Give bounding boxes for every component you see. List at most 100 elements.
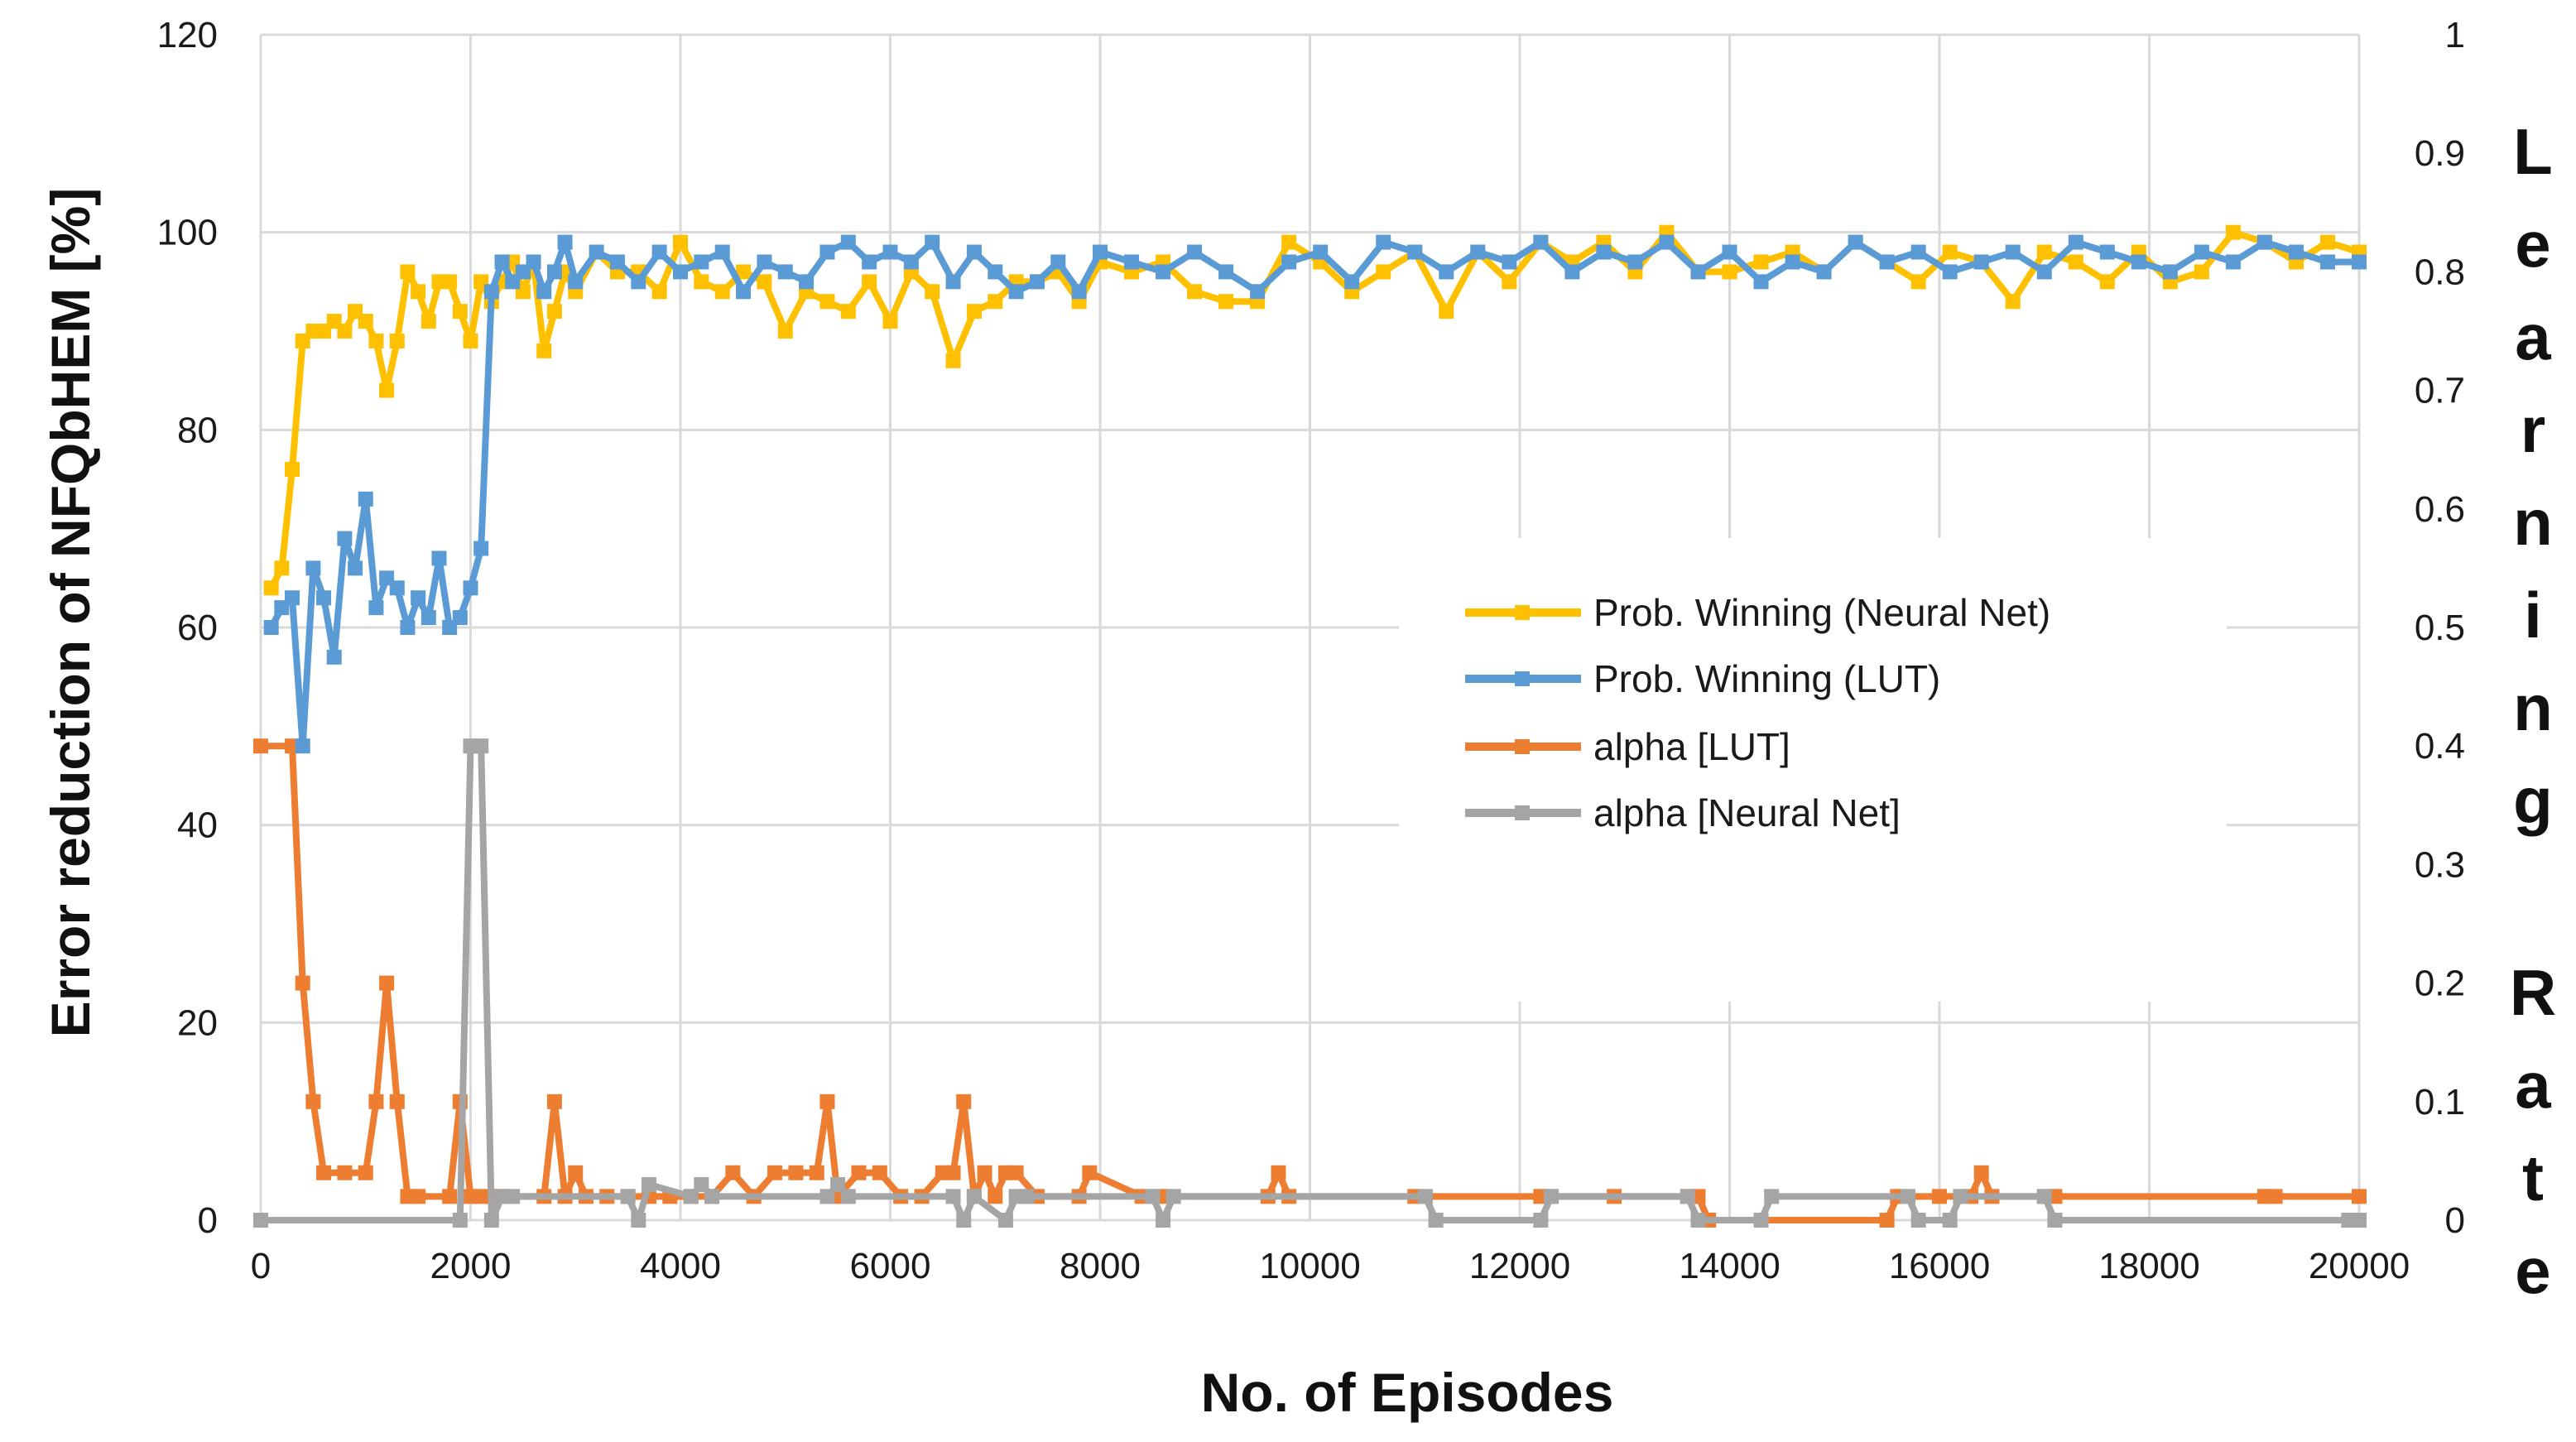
y-tick-label: 20 bbox=[177, 1002, 218, 1043]
y2-tick-label: 0.6 bbox=[2415, 489, 2465, 530]
data-point bbox=[1250, 284, 1266, 300]
data-point bbox=[1953, 1189, 1968, 1204]
data-point bbox=[1722, 244, 1737, 260]
data-point bbox=[945, 353, 961, 368]
x-tick-label: 0 bbox=[251, 1246, 271, 1286]
data-point bbox=[546, 264, 562, 280]
y2-axis-title-char: R bbox=[2510, 956, 2556, 1029]
data-point bbox=[379, 975, 395, 991]
data-point bbox=[411, 284, 426, 300]
data-point bbox=[505, 1189, 521, 1204]
x-tick-label: 16000 bbox=[1889, 1246, 1990, 1286]
y2-axis-title-char: g bbox=[2513, 764, 2553, 837]
legend-marker-nn-alpha bbox=[1515, 805, 1530, 820]
y2-tick-label: 0.4 bbox=[2415, 726, 2465, 767]
y2-tick-label: 0.7 bbox=[2415, 371, 2465, 411]
data-point bbox=[1344, 274, 1360, 290]
data-point bbox=[1281, 254, 1297, 270]
data-point bbox=[305, 560, 321, 576]
y-tick-label: 40 bbox=[177, 805, 218, 846]
data-point bbox=[1910, 244, 1926, 260]
data-point bbox=[452, 610, 468, 626]
data-point bbox=[1816, 264, 1832, 280]
data-point bbox=[274, 560, 290, 576]
data-point bbox=[819, 1094, 835, 1109]
data-point bbox=[777, 264, 793, 280]
data-point bbox=[809, 1165, 824, 1180]
data-point bbox=[379, 382, 395, 398]
data-point bbox=[725, 1165, 741, 1180]
data-point bbox=[966, 304, 982, 320]
data-point bbox=[1428, 1213, 1444, 1228]
data-point bbox=[862, 274, 877, 290]
y2-axis-title-char: L bbox=[2513, 115, 2553, 188]
data-point bbox=[651, 284, 667, 300]
data-point bbox=[1281, 234, 1297, 250]
data-point bbox=[2131, 254, 2146, 270]
data-point bbox=[411, 590, 426, 606]
data-point bbox=[263, 580, 279, 596]
data-point bbox=[714, 284, 730, 300]
data-point bbox=[945, 274, 961, 290]
data-point bbox=[285, 590, 300, 606]
data-point bbox=[1093, 244, 1108, 260]
y2-tick-label: 0 bbox=[2445, 1200, 2465, 1241]
data-point bbox=[1785, 254, 1800, 270]
data-point bbox=[1218, 294, 1234, 310]
data-point bbox=[1439, 264, 1454, 280]
data-point bbox=[1470, 244, 1486, 260]
x-tick-label: 6000 bbox=[850, 1246, 931, 1286]
data-point bbox=[358, 491, 373, 507]
data-point bbox=[1407, 244, 1423, 260]
data-point bbox=[337, 531, 353, 546]
y2-axis-title-char: r bbox=[2521, 393, 2545, 466]
data-point bbox=[1722, 264, 1737, 280]
data-point bbox=[411, 1189, 426, 1204]
data-point bbox=[2288, 244, 2304, 260]
data-point bbox=[568, 274, 584, 290]
data-point bbox=[1439, 304, 1454, 320]
x-tick-label: 14000 bbox=[1679, 1246, 1780, 1286]
data-point bbox=[348, 560, 363, 576]
data-point bbox=[799, 274, 815, 290]
data-point bbox=[263, 620, 279, 635]
data-point bbox=[694, 254, 709, 270]
data-point bbox=[1544, 1189, 1560, 1204]
data-point bbox=[442, 274, 458, 290]
data-point bbox=[1019, 1189, 1035, 1204]
data-point bbox=[285, 462, 300, 478]
data-point bbox=[1690, 1213, 1706, 1228]
data-point bbox=[483, 284, 499, 300]
y2-tick-label: 0.8 bbox=[2415, 252, 2465, 292]
data-point bbox=[956, 1094, 972, 1109]
data-point bbox=[694, 1177, 709, 1193]
data-point bbox=[546, 304, 562, 320]
data-point bbox=[1008, 1165, 1024, 1180]
data-point bbox=[400, 264, 416, 280]
data-point bbox=[704, 1189, 720, 1204]
y-tick-label: 80 bbox=[177, 410, 218, 450]
y2-tick-label: 0.3 bbox=[2415, 844, 2465, 885]
data-point bbox=[473, 541, 489, 556]
data-point bbox=[2319, 234, 2335, 250]
data-point bbox=[1627, 254, 1643, 270]
data-point bbox=[2036, 244, 2052, 260]
data-point bbox=[641, 1177, 656, 1193]
y-axis-title: Error reduction of NFQbHEM [%] bbox=[40, 188, 101, 1038]
data-point bbox=[1533, 234, 1549, 250]
data-point bbox=[1848, 234, 1863, 250]
data-point bbox=[872, 1165, 887, 1180]
data-point bbox=[988, 1189, 1003, 1204]
legend-entry-lut-alpha: alpha [LUT] bbox=[1465, 725, 1790, 768]
data-point bbox=[1764, 1189, 1780, 1204]
data-point bbox=[589, 244, 604, 260]
data-point bbox=[819, 1189, 835, 1204]
data-point bbox=[358, 1165, 373, 1180]
y2-tick-label: 0.9 bbox=[2415, 133, 2465, 174]
legend-entry-nn-prob: Prob. Winning (Neural Net) bbox=[1465, 591, 2050, 634]
y2-axis-title-char: n bbox=[2513, 671, 2553, 744]
data-point bbox=[977, 1165, 992, 1180]
data-point bbox=[253, 738, 268, 754]
x-tick-label: 12000 bbox=[1469, 1246, 1570, 1286]
